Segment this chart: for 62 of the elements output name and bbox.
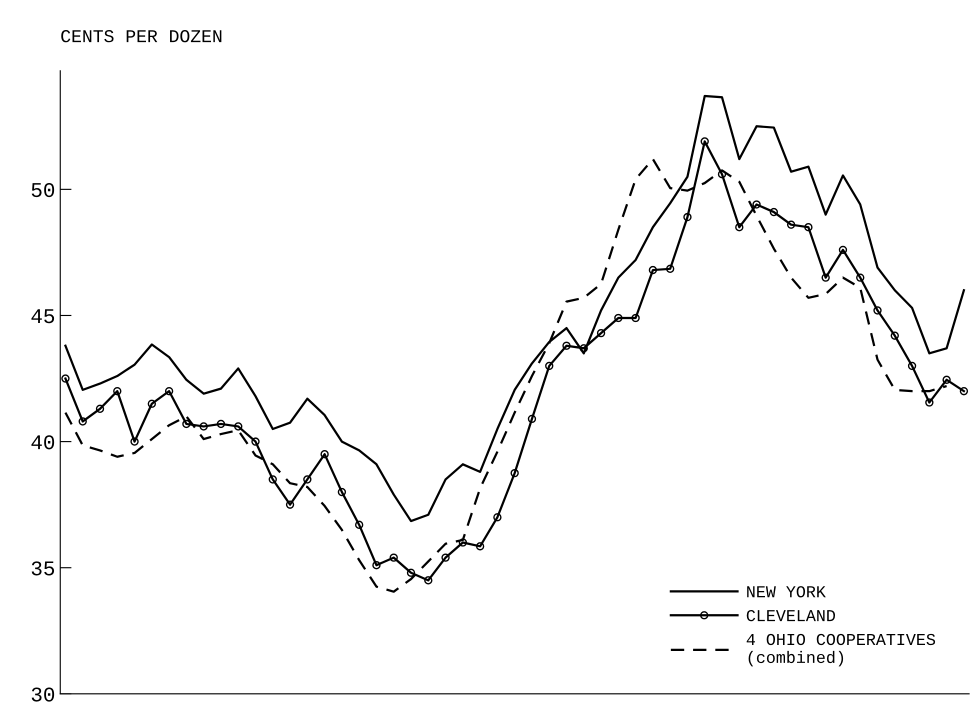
point xyxy=(890,331,899,340)
point xyxy=(113,386,122,396)
point xyxy=(804,223,813,232)
point xyxy=(216,420,226,428)
legend-label: NEW YORK xyxy=(747,586,826,598)
y-tick-label: 50 xyxy=(32,182,54,198)
point xyxy=(822,273,830,282)
point xyxy=(234,422,242,431)
point xyxy=(528,414,536,424)
point xyxy=(735,223,744,232)
point xyxy=(960,386,968,396)
point xyxy=(78,417,87,426)
y-tick-label: 40 xyxy=(31,435,54,450)
point xyxy=(355,520,364,530)
point xyxy=(942,376,951,384)
legend-label: CLEVELAND xyxy=(746,610,836,622)
point xyxy=(700,137,709,146)
point xyxy=(838,246,848,254)
legend-label: 4 OHIO COOPERATIVES (combined) xyxy=(746,634,936,666)
point xyxy=(648,266,658,274)
point xyxy=(96,404,104,413)
point xyxy=(441,553,450,562)
point xyxy=(683,212,692,222)
y-axis-title: CENTS PER DOZEN xyxy=(61,30,222,42)
point xyxy=(752,200,761,209)
point xyxy=(718,170,726,178)
point xyxy=(164,386,174,396)
point xyxy=(631,314,640,322)
point xyxy=(251,437,260,446)
point xyxy=(856,273,864,282)
point xyxy=(580,344,588,352)
point xyxy=(303,475,312,484)
point xyxy=(200,422,208,431)
point xyxy=(406,568,416,577)
point xyxy=(148,400,156,408)
y-tick-label: 35 xyxy=(32,561,54,576)
point xyxy=(614,314,623,322)
point xyxy=(268,475,277,484)
y-tick-label: 30 xyxy=(32,687,54,702)
point xyxy=(666,264,674,273)
point xyxy=(458,538,468,547)
point xyxy=(372,561,381,570)
point xyxy=(562,342,571,350)
point xyxy=(390,553,398,562)
point xyxy=(130,437,139,446)
point xyxy=(182,420,191,428)
point xyxy=(545,362,554,370)
point xyxy=(493,513,502,522)
y-tick-label: 45 xyxy=(31,309,54,324)
point xyxy=(925,398,934,407)
point xyxy=(770,208,778,216)
point xyxy=(338,488,346,496)
point xyxy=(61,374,70,383)
point xyxy=(510,468,519,478)
point xyxy=(908,362,916,370)
point xyxy=(873,306,882,315)
point xyxy=(320,450,329,458)
point xyxy=(596,328,606,338)
point xyxy=(476,542,484,550)
point xyxy=(786,220,796,229)
point xyxy=(286,500,294,509)
point xyxy=(424,576,432,584)
